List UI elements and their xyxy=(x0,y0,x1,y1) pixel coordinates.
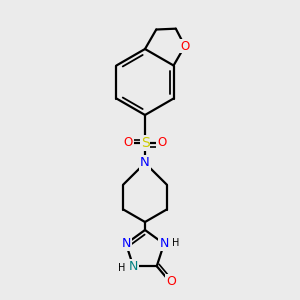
Text: O: O xyxy=(158,136,166,149)
Text: H: H xyxy=(118,263,125,273)
Text: N: N xyxy=(159,237,169,250)
Text: O: O xyxy=(166,275,176,288)
Text: N: N xyxy=(121,237,131,250)
Text: O: O xyxy=(180,40,190,52)
Text: S: S xyxy=(141,136,149,150)
Text: N: N xyxy=(140,157,150,169)
Text: O: O xyxy=(123,136,133,149)
Text: N: N xyxy=(129,260,138,273)
Text: H: H xyxy=(172,238,179,248)
